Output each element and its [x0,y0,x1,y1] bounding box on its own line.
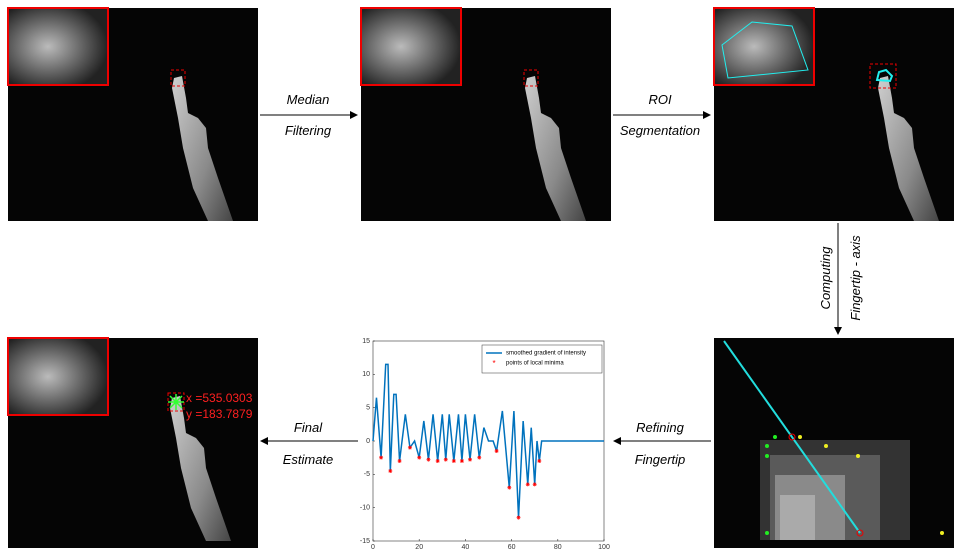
estimate-x: x =535.0303 [186,391,253,405]
minimum-marker [398,459,402,463]
x-tick-label: 0 [371,544,375,550]
x-tick-label: 20 [415,544,423,550]
y-tick-label: 0 [366,438,370,445]
chart: -15 -10 -5 0 5 10 15 0 20 40 60 80 100 smoothed gradi… [360,338,610,550]
minimum-marker [452,459,456,463]
minimum-marker [460,459,464,463]
minimum-marker [408,446,412,450]
step-label: Estimate [283,452,334,467]
estimate-y: y =183.7879 [186,407,253,421]
step-label: Filtering [285,123,332,138]
step-label: Fingertip [635,452,686,467]
minimum-marker [507,486,511,490]
minimum-marker [533,482,537,486]
step-label: Computing [818,246,833,310]
y-tick-label: 10 [362,371,370,378]
image-roi [714,8,954,221]
y-tick-label: -10 [360,505,370,512]
minimum-marker [517,516,521,520]
step-label: Fingertip - axis [848,235,863,321]
legend-box [482,345,602,373]
minimum-marker [468,458,472,462]
minimum-marker [537,459,541,463]
step-label: Final [294,420,323,435]
step-label: ROI [648,92,672,107]
minimum-marker [526,482,530,486]
x-tick-label: 80 [554,544,562,550]
legend-label: smoothed gradient of intensity [506,351,586,357]
y-tick-label: -15 [360,538,370,545]
minimum-marker [379,456,383,460]
y-tick-label: 5 [366,405,370,412]
image-filtered [361,8,611,221]
y-tick-label: 15 [362,338,370,345]
figure: x =535.0303 y =183.7879 Median Filtering… [0,0,959,550]
image-input [8,8,258,221]
y-tick-label: -5 [364,471,370,478]
minimum-marker [426,458,430,462]
legend-swatch: * [492,359,495,368]
image-fingertip-axis [714,338,954,548]
minimum-marker [436,459,440,463]
x-tick-label: 40 [462,544,470,550]
minimum-marker [417,456,421,460]
minimum-marker [444,458,448,462]
minimum-marker [495,449,499,453]
minimum-marker [388,469,392,473]
x-tick-label: 100 [598,544,610,550]
minimum-marker [477,456,481,460]
step-label: Segmentation [620,123,700,138]
x-tick-label: 60 [508,544,516,550]
step-label: Median [287,92,330,107]
legend-label: points of local minima [506,361,564,367]
image-final: x =535.0303 y =183.7879 [8,338,258,548]
step-label: Refining [636,420,684,435]
